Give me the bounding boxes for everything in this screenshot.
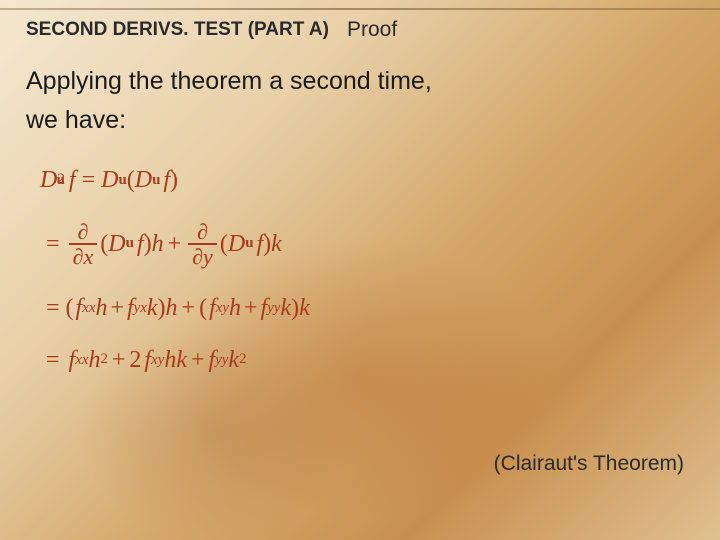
sym-f: f bbox=[137, 232, 144, 256]
sym-f: f bbox=[127, 296, 134, 320]
sym-k: k bbox=[271, 232, 282, 256]
sub-xy: xy bbox=[151, 353, 164, 368]
sym-eq: = bbox=[46, 348, 60, 372]
sym-h: h bbox=[152, 232, 164, 256]
sym-plus: + bbox=[191, 348, 205, 372]
body-line-2: we have: bbox=[26, 101, 694, 140]
frac-ddy: ∂ ∂y bbox=[188, 220, 217, 268]
sym-f: f bbox=[163, 168, 170, 192]
body-line-1: Applying the theorem a second time, bbox=[26, 62, 694, 101]
sym-sub-u: u bbox=[152, 173, 160, 188]
sym-k: k bbox=[228, 348, 239, 372]
sym-eq: = bbox=[82, 168, 96, 192]
sub-yy: yy bbox=[267, 301, 280, 316]
sym-h: h bbox=[95, 296, 107, 320]
sup-2: 2 bbox=[100, 352, 107, 367]
sub-yx: yx bbox=[134, 301, 147, 316]
sym-close: ) bbox=[291, 296, 299, 320]
top-rule bbox=[0, 8, 720, 10]
sym-k: k bbox=[147, 296, 158, 320]
sub-xx: xx bbox=[75, 353, 88, 368]
sym-sup2: 2 bbox=[57, 172, 64, 187]
sym-2: 2 bbox=[129, 348, 141, 372]
sym-D: D bbox=[101, 168, 118, 192]
sym-open: ( bbox=[220, 232, 228, 256]
math-row-1: D2u f = Du ( Du f ) bbox=[40, 168, 310, 192]
sym-y: y bbox=[203, 244, 213, 269]
sup-2: 2 bbox=[239, 352, 246, 367]
sym-k: k bbox=[280, 296, 291, 320]
math-block: D2u f = Du ( Du f ) = ∂ ∂x ( Du f ) h + … bbox=[40, 168, 310, 372]
sym-sub-u: u bbox=[126, 236, 134, 251]
sub-xx: xx bbox=[82, 301, 95, 316]
sym-open: ( bbox=[66, 296, 74, 320]
sym-D: D bbox=[108, 232, 125, 256]
body-text: Applying the theorem a second time, we h… bbox=[26, 62, 694, 140]
sym-sub-u: u bbox=[118, 173, 126, 188]
sym-h: h bbox=[88, 348, 100, 372]
sym-close: ) bbox=[158, 296, 166, 320]
sym-plus: + bbox=[110, 296, 124, 320]
sym-D: D bbox=[40, 168, 57, 192]
math-row-3: = ( fxx h + fyx k ) h + ( fxy h + fyy k … bbox=[40, 296, 310, 320]
sym-h: h bbox=[166, 296, 178, 320]
footnote: (Clairaut's Theorem) bbox=[494, 452, 684, 476]
sym-x: x bbox=[83, 244, 93, 269]
sym-plus: + bbox=[168, 232, 182, 256]
sym-f: f bbox=[256, 232, 263, 256]
sym-f: f bbox=[209, 296, 216, 320]
sym-plus: + bbox=[182, 296, 196, 320]
header-title: SECOND DERIVS. TEST (PART A) bbox=[26, 19, 329, 41]
sym-plus: + bbox=[244, 296, 258, 320]
sym-close: ) bbox=[144, 232, 152, 256]
sym-open: ( bbox=[127, 168, 135, 192]
sym-eq: = bbox=[46, 232, 60, 256]
sym-D: D bbox=[135, 168, 152, 192]
header-subtitle: Proof bbox=[347, 18, 397, 42]
math-row-2: = ∂ ∂x ( Du f ) h + ∂ ∂y ( Du f ) k bbox=[40, 220, 310, 268]
sym-close: ) bbox=[263, 232, 271, 256]
sym-f: f bbox=[69, 168, 76, 192]
sym-partial: ∂ bbox=[77, 219, 88, 244]
slide-header: SECOND DERIVS. TEST (PART A) Proof bbox=[26, 18, 397, 42]
sym-eq: = bbox=[46, 296, 60, 320]
sub-xy: xy bbox=[216, 301, 229, 316]
sym-partial: ∂ bbox=[197, 219, 208, 244]
frac-ddx: ∂ ∂x bbox=[69, 220, 98, 268]
sym-h: h bbox=[229, 296, 241, 320]
math-row-4: = fxx h2 + 2 fxy hk + fyy k2 bbox=[40, 348, 310, 372]
sym-plus: + bbox=[112, 348, 126, 372]
sym-hk: hk bbox=[164, 348, 187, 372]
sym-sub-u: u bbox=[245, 236, 253, 251]
sym-partial: ∂ bbox=[192, 244, 203, 269]
sub-yy: yy bbox=[215, 353, 228, 368]
sym-partial: ∂ bbox=[73, 244, 84, 269]
sym-open: ( bbox=[199, 296, 207, 320]
sym-D: D bbox=[228, 232, 245, 256]
sym-close: ) bbox=[170, 168, 178, 192]
sym-k: k bbox=[299, 296, 310, 320]
